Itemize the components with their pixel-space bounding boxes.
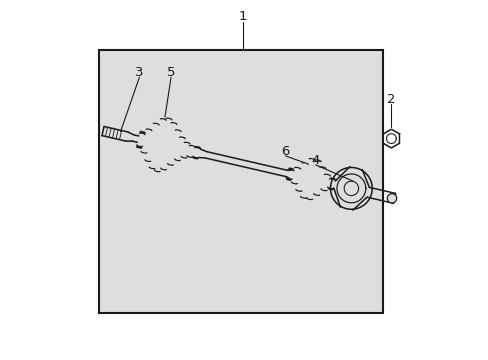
Text: 4: 4 <box>311 154 319 167</box>
Text: 2: 2 <box>386 93 395 105</box>
Text: 5: 5 <box>166 66 175 78</box>
Bar <box>99 50 382 313</box>
Circle shape <box>386 194 396 203</box>
Text: 3: 3 <box>135 66 143 78</box>
Text: 1: 1 <box>238 10 246 23</box>
Text: 6: 6 <box>281 145 289 158</box>
